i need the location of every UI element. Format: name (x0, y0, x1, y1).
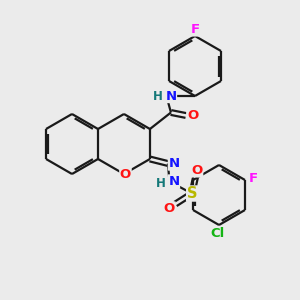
Text: H: H (155, 176, 165, 190)
Text: Cl: Cl (210, 227, 225, 240)
Text: O: O (120, 167, 131, 181)
Text: N: N (168, 157, 179, 170)
Text: N: N (168, 175, 179, 188)
Text: F: F (249, 172, 258, 185)
Text: O: O (164, 202, 175, 215)
Text: H: H (152, 89, 162, 103)
Text: O: O (187, 109, 198, 122)
Text: O: O (191, 164, 203, 177)
Text: S: S (187, 186, 197, 201)
Text: N: N (165, 89, 176, 103)
Text: F: F (190, 23, 200, 36)
